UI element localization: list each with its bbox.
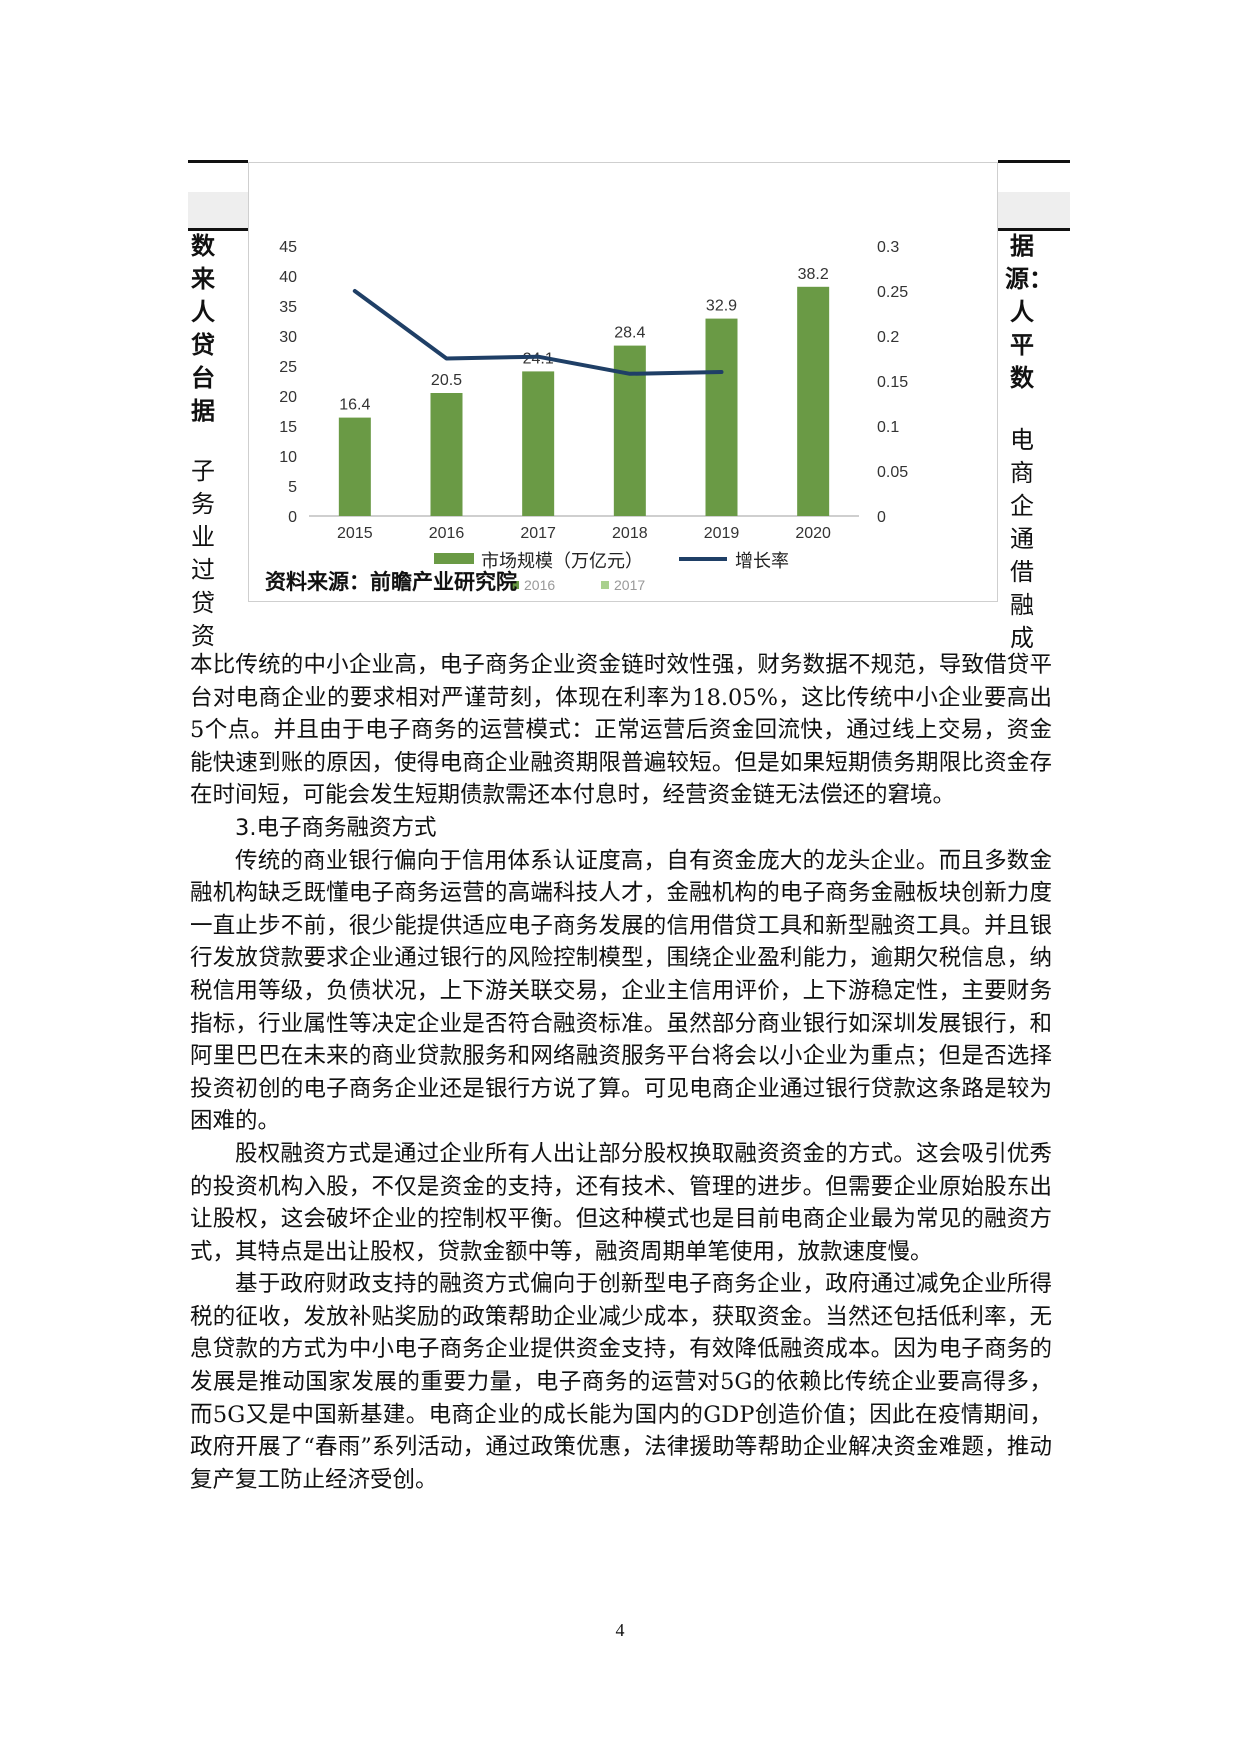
x-tick-label: 2018 [612, 525, 648, 542]
table-top-rule [188, 160, 248, 163]
data-label: 32.9 [706, 298, 737, 315]
y-right-tick-label: 0 [877, 509, 886, 526]
bar [338, 417, 371, 516]
table-header-rule [998, 228, 1070, 231]
x-tick-label: 2020 [795, 525, 831, 542]
data-label: 20.5 [431, 372, 462, 389]
paragraph: 本比传统的中小企业高，电子商务企业资金链时效性强，财务数据不规范，导致借贷平台对… [190, 652, 1052, 809]
x-tick-label: 2017 [520, 525, 556, 542]
market-size-chart: 0 5 10 15 20 25 30 35 40 45 0 0.05 0.1 0.15 0.2 0.25 0.3… [248, 162, 998, 602]
paragraph: 股权融资方式是通过企业所有人出让部分股权换取融资资金的方式。这会吸引优秀的投资机… [190, 1140, 1052, 1265]
y-right-tick-label: 0.3 [877, 239, 899, 256]
left-column-text: 子务业过贷资 [191, 457, 215, 650]
right-column-text: 电商企通借融成 [1010, 426, 1034, 652]
chart-source-note: 资料来源：前瞻产业研究院 [265, 570, 517, 594]
y-left-tick-label: 45 [279, 239, 297, 256]
bar [522, 371, 555, 516]
bar [705, 318, 738, 516]
table-header-band [188, 192, 248, 228]
growth-rate-line [352, 289, 724, 376]
chart-svg: 0 5 10 15 20 25 30 35 40 45 0 0.05 0.1 0.15 0.2 0.25 0.3… [279, 239, 908, 593]
y-left-tick-label: 0 [288, 509, 297, 526]
data-label: 28.4 [614, 325, 645, 342]
y-right-tick-label: 0.1 [877, 419, 899, 436]
paragraph: 传统的商业银行偏向于信用体系认证度高，自有资金庞大的龙头企业。而且多数金融机构缺… [190, 847, 1052, 1135]
y-left-tick-label: 40 [279, 269, 297, 286]
bar [797, 286, 830, 516]
left-column-bold-text: 数来人贷台据 [191, 232, 215, 425]
paragraph: 基于政府财政支持的融资方式偏向于创新型电子商务企业，政府通过减免企业所得税的征收… [190, 1271, 1052, 1493]
right-column-bold-text: 据源：人平数 [1005, 232, 1053, 392]
data-label: 24.1 [523, 350, 554, 367]
y-left-tick-label: 20 [279, 389, 297, 406]
y-left-tick-label: 30 [279, 329, 297, 346]
y-right-tick-label: 0.05 [877, 464, 908, 481]
y-right-tick-label: 0.2 [877, 329, 899, 346]
legend-label: 市场规模（万亿元） [481, 551, 643, 572]
bar [430, 393, 463, 516]
data-label: 16.4 [339, 397, 370, 414]
x-tick-label: 2015 [337, 525, 373, 542]
section-heading: 3.电子商务融资方式 [235, 814, 437, 841]
y-left-tick-label: 15 [279, 419, 297, 436]
body-text: 本比传统的中小企业高，电子商务企业资金链时效性强，财务数据不规范，导致借贷平台对… [190, 649, 1052, 1496]
legend-fragment-swatch [511, 581, 519, 589]
legend-fragment-label: 2016 [524, 577, 555, 593]
table-top-rule [998, 160, 1070, 163]
y-left-tick-label: 10 [279, 449, 297, 466]
x-tick-label: 2016 [429, 525, 465, 542]
table-header-rule [188, 228, 248, 231]
legend-fragment-label: 2017 [614, 577, 645, 593]
y-right-tick-label: 0.15 [877, 374, 908, 391]
y-right-tick-label: 0.25 [877, 284, 908, 301]
x-tick-label: 2019 [704, 525, 740, 542]
legend-swatch-bar [434, 553, 474, 564]
y-left-tick-label: 5 [288, 479, 297, 496]
page-number: 4 [615, 1620, 625, 1640]
table-header-band [998, 192, 1070, 228]
legend-label: 增长率 [735, 551, 789, 572]
legend-fragment-swatch [601, 581, 609, 589]
y-left-tick-label: 35 [279, 299, 297, 316]
data-label: 38.2 [798, 266, 829, 283]
y-left-tick-label: 25 [279, 359, 297, 376]
